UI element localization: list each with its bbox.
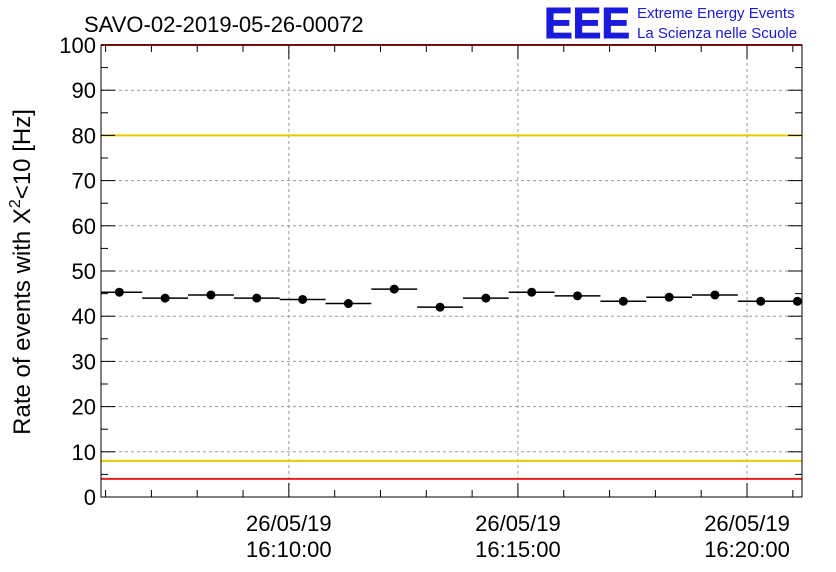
x-tick-labels: 26/05/1916:10:0026/05/1916:15:0026/05/19… — [246, 511, 790, 562]
x-tick-date: 26/05/19 — [475, 511, 561, 536]
x-tick-date: 26/05/19 — [246, 511, 332, 536]
data-point — [572, 291, 582, 301]
eee-logo-line2: La Scienza nelle Scuole — [637, 25, 797, 42]
data-point — [298, 294, 308, 304]
y-tick-label: 30 — [72, 349, 96, 374]
y-tick-label: 100 — [59, 33, 96, 58]
data-point — [756, 296, 766, 306]
data-point — [527, 287, 537, 297]
x-tick-time: 16:10:00 — [246, 537, 332, 562]
y-tick-label: 90 — [72, 78, 96, 103]
y-tick-label: 10 — [72, 440, 96, 465]
data-point — [252, 293, 262, 303]
data-point — [664, 292, 674, 302]
data-point — [710, 290, 720, 300]
data-series — [101, 284, 802, 312]
eee-logo: EEE Extreme Energy Events La Scienza nel… — [544, 0, 798, 49]
y-tick-label: 0 — [84, 485, 96, 510]
y-tick-label: 50 — [72, 259, 96, 284]
eee-logo-line1: Extreme Energy Events — [637, 5, 795, 22]
y-tick-label: 70 — [72, 169, 96, 194]
y-tick-label: 80 — [72, 123, 96, 148]
y-axis-label: Rate of events with X2<10 [Hz] — [7, 109, 36, 435]
data-point — [618, 296, 628, 306]
data-point — [389, 284, 399, 294]
data-point — [435, 302, 445, 312]
data-point — [792, 296, 802, 306]
grid — [101, 45, 802, 497]
y-tick-label: 20 — [72, 395, 96, 420]
axis-ticks — [101, 44, 802, 498]
eee-logo-mark: EEE — [544, 0, 630, 48]
data-point — [206, 290, 216, 300]
x-tick-date: 26/05/19 — [704, 511, 790, 536]
y-tick-label: 40 — [72, 304, 96, 329]
data-point — [160, 293, 170, 303]
data-point — [343, 299, 353, 309]
reference-lines — [101, 44, 802, 480]
x-tick-time: 16:15:00 — [475, 537, 561, 562]
chart-title: SAVO-02-2019-05-26-00072 — [84, 12, 364, 37]
data-point — [481, 293, 491, 303]
y-tick-labels: 0 10 20 30 40 50 60 70 80 90 100 — [59, 33, 96, 510]
x-tick-time: 16:20:00 — [704, 537, 790, 562]
y-tick-label: 60 — [72, 214, 96, 239]
data-point — [114, 287, 124, 297]
